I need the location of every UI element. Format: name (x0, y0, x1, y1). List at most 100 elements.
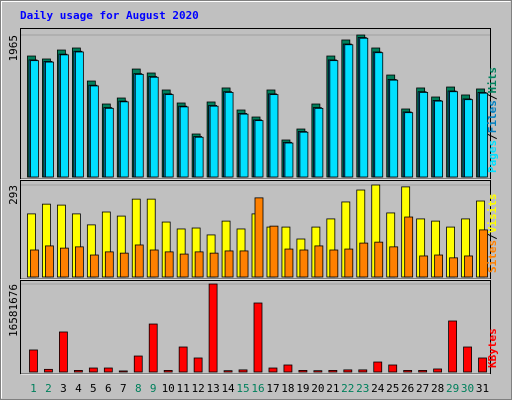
bar (209, 105, 219, 178)
bar (314, 245, 324, 278)
bar (448, 320, 457, 373)
bar (73, 370, 83, 373)
bar (463, 346, 472, 373)
bar (299, 249, 309, 278)
bar (389, 246, 399, 278)
bar (254, 120, 264, 178)
x-tick-label: 12 (192, 382, 205, 395)
x-tick-label: 13 (206, 382, 219, 395)
x-tick-label: 16 (251, 382, 264, 395)
bar (418, 370, 428, 373)
bar (59, 331, 68, 373)
bar (388, 364, 398, 373)
bar (134, 73, 144, 178)
bar (118, 370, 128, 373)
legend-entry: KBytes (486, 328, 499, 368)
bar (343, 369, 353, 373)
bar (224, 250, 234, 278)
legend: Sites/Visits (486, 194, 499, 274)
bar (464, 255, 473, 278)
bar (434, 100, 444, 178)
bar (179, 253, 189, 278)
bar (283, 364, 293, 373)
bar (148, 323, 158, 373)
x-tick-label: 25 (386, 382, 399, 395)
x-tick-label: 15 (236, 382, 249, 395)
bar (134, 244, 144, 278)
x-tick-label: 22 (341, 382, 354, 395)
x-tick-label: 19 (296, 382, 309, 395)
bar (133, 355, 143, 373)
bar (89, 254, 99, 278)
legend-separator: / (486, 93, 499, 100)
bar (359, 242, 369, 278)
x-tick-label: 17 (266, 382, 279, 395)
bar (374, 52, 384, 178)
legend: Pages/Files/Hits (486, 67, 499, 173)
bar (179, 106, 189, 178)
bar (254, 197, 264, 278)
bar (44, 368, 53, 373)
bar (119, 101, 129, 178)
legend-entry: Visits (486, 194, 499, 234)
bar (88, 367, 98, 373)
x-tick-label: 1 (30, 382, 37, 395)
bar (223, 370, 233, 373)
bar (419, 255, 429, 278)
bar (30, 60, 39, 178)
bar (329, 60, 339, 178)
bar (373, 361, 383, 373)
bar (374, 241, 384, 278)
x-tick-label: 10 (162, 382, 175, 395)
x-tick-label: 7 (120, 382, 127, 395)
bar (60, 247, 69, 278)
legend-separator: / (486, 233, 499, 240)
x-tick-label: 2 (45, 382, 52, 395)
bar (479, 229, 488, 278)
legend-entry: Files (486, 100, 499, 133)
bar (208, 283, 218, 373)
bar (403, 370, 413, 373)
x-tick-label: 23 (356, 382, 369, 395)
bar (313, 370, 323, 373)
bar (464, 99, 473, 178)
bar (434, 254, 444, 278)
legend-entry: Pages (486, 140, 499, 173)
bar (238, 369, 248, 373)
x-tick-label: 3 (60, 382, 67, 395)
bar (103, 367, 113, 373)
bar (104, 251, 114, 278)
bar (164, 251, 174, 278)
bar (29, 349, 38, 373)
y-tick-label: 16581676 (7, 284, 20, 337)
x-tick-label: 9 (150, 382, 157, 395)
x-tick-label: 20 (311, 382, 324, 395)
bar (344, 44, 354, 178)
x-tick-label: 21 (326, 382, 339, 395)
bar (239, 113, 249, 178)
legend: KBytes (486, 328, 499, 368)
bar (284, 248, 294, 278)
bar (194, 136, 204, 178)
x-tick-label: 29 (446, 382, 459, 395)
bar (433, 368, 443, 373)
bar (239, 250, 249, 278)
bar (269, 225, 279, 278)
x-tick-label: 28 (431, 382, 444, 395)
bar (358, 369, 368, 373)
x-tick-label: 8 (135, 382, 142, 395)
bar (328, 370, 338, 373)
bar (253, 302, 263, 373)
bar (404, 112, 414, 178)
bar (268, 367, 278, 373)
bar (329, 249, 339, 278)
bar (389, 79, 399, 178)
y-tick-label: 293 (7, 185, 20, 205)
bar (284, 142, 294, 178)
bar (194, 251, 204, 278)
bar (269, 94, 279, 178)
x-tick-label: 18 (281, 382, 294, 395)
x-tick-label: 6 (105, 382, 112, 395)
bar (30, 249, 39, 278)
